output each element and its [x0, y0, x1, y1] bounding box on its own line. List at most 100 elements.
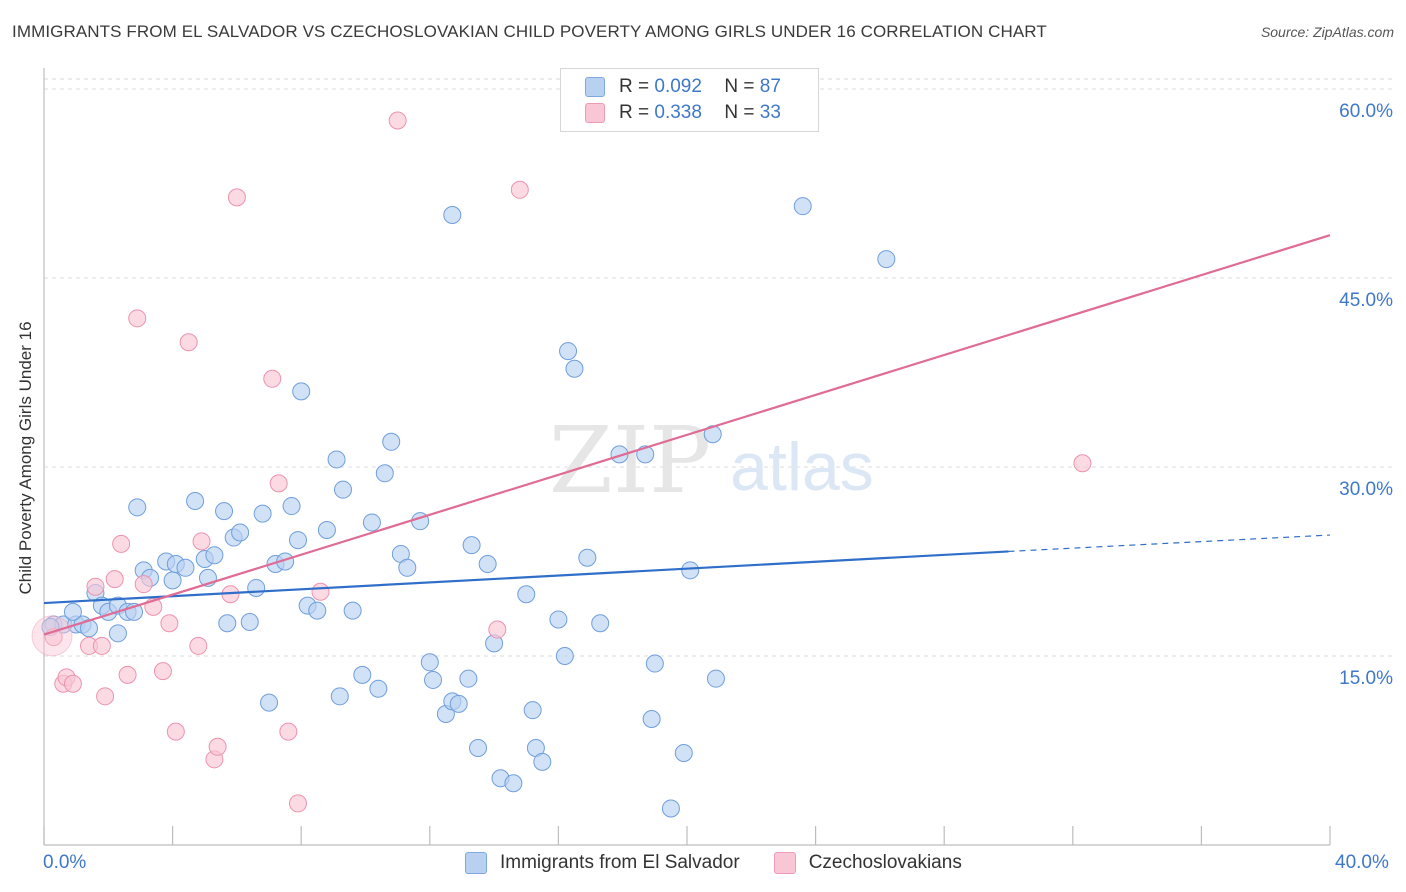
legend-swatch-el-salvador [585, 77, 605, 97]
legend-n-label: N = [724, 76, 755, 97]
point-el-salvador [523, 701, 542, 720]
point-el-salvador [215, 502, 234, 521]
trend-lines [43, 234, 1331, 636]
point-el-salvador [330, 687, 349, 706]
point-el-salvador [176, 558, 195, 577]
legend-r-value: 0.338 [654, 102, 702, 123]
point-el-salvador [578, 548, 597, 567]
point-el-salvador [549, 610, 568, 629]
source-credit: Source: ZipAtlas.com [1260, 24, 1394, 40]
legend-swatch-czechoslovakians [585, 103, 605, 123]
point-czechoslovakians [311, 582, 330, 601]
grid-lines [44, 78, 1394, 657]
point-czechoslovakians [1073, 454, 1092, 473]
legend-row-czechoslovakians: R = 0.338 N = 33 [585, 100, 781, 126]
point-czechoslovakians [288, 794, 307, 813]
point-el-salvador [462, 536, 481, 555]
point-czechoslovakians [227, 188, 246, 207]
point-czechoslovakians [179, 333, 198, 352]
series-swatch-czechoslovakians [773, 852, 796, 874]
point-czechoslovakians [192, 532, 211, 551]
point-el-salvador [420, 653, 439, 672]
point-czechoslovakians [118, 665, 137, 684]
point-el-salvador [317, 521, 336, 539]
point-czechoslovakians [86, 577, 105, 596]
point-el-salvador [231, 523, 250, 542]
point-el-salvador [282, 497, 301, 516]
point-el-salvador [555, 647, 574, 665]
watermark-zip: ZIP [549, 407, 711, 514]
point-el-salvador [128, 498, 147, 517]
point-el-salvador [343, 601, 362, 620]
point-el-salvador [369, 679, 388, 698]
series-legend-czechoslovakians: Czechoslovakians [773, 852, 962, 874]
trend-line-el-salvador-extension [1008, 534, 1331, 553]
point-el-salvador [504, 774, 523, 793]
legend-n-value: 33 [759, 102, 781, 123]
point-el-salvador [591, 614, 610, 633]
legend-row-el-salvador: R = 0.092 N = 87 [585, 74, 781, 100]
x-min-label: 0.0% [43, 852, 87, 873]
point-czechoslovakians [510, 180, 529, 199]
point-czechoslovakians [263, 369, 282, 388]
point-el-salvador [382, 432, 401, 451]
trend-line-el-salvador [43, 550, 1009, 605]
x-max-label: 40.0% [1335, 852, 1389, 873]
point-el-salvador [469, 738, 488, 757]
point-czechoslovakians [134, 575, 153, 594]
point-czechoslovakians [105, 570, 124, 589]
point-czechoslovakians [153, 662, 172, 681]
point-el-salvador [163, 571, 182, 590]
y-tick-label: 60.0% [1339, 101, 1393, 122]
point-el-salvador [424, 670, 443, 689]
point-el-salvador [478, 555, 497, 574]
series-name-czechoslovakians: Czechoslovakians [808, 852, 962, 873]
point-el-salvador [308, 601, 327, 620]
point-el-salvador [292, 382, 311, 401]
legend-r-value: 0.092 [654, 76, 702, 97]
point-czechoslovakians [112, 534, 131, 553]
correlation-legend: R = 0.092 N = 87 R = 0.338 N = 33 [560, 68, 819, 132]
point-el-salvador [661, 799, 680, 818]
chart-title: IMMIGRANTS FROM EL SALVADOR VS CZECHOSLO… [12, 22, 1047, 41]
point-el-salvador [877, 250, 896, 269]
point-el-salvador [247, 578, 266, 597]
point-el-salvador [559, 342, 578, 361]
point-el-salvador [288, 531, 307, 550]
point-czechoslovakians [92, 636, 111, 655]
legend-n-label: N = [724, 102, 755, 123]
series-name-el-salvador: Immigrants from El Salvador [500, 852, 740, 873]
point-el-salvador [333, 480, 352, 499]
point-el-salvador [63, 602, 82, 621]
point-czechoslovakians [96, 687, 115, 706]
point-czechoslovakians [63, 674, 82, 693]
point-el-salvador [645, 654, 664, 673]
series-swatch-el-salvador [465, 852, 487, 874]
y-tick-label: 30.0% [1339, 479, 1393, 500]
point-el-salvador [449, 694, 468, 713]
point-el-salvador [253, 504, 272, 523]
point-el-salvador [353, 665, 372, 684]
point-el-salvador [375, 464, 394, 483]
point-czechoslovakians [166, 722, 185, 741]
point-el-salvador [793, 197, 812, 216]
point-czechoslovakians [208, 737, 227, 756]
series-legend-el-salvador: Immigrants from El Salvador [465, 852, 740, 874]
point-czechoslovakians [189, 636, 208, 655]
point-cluster-czechoslovakians [31, 615, 73, 657]
y-tick-label: 45.0% [1339, 290, 1393, 311]
legend-r-label: R = [619, 76, 650, 97]
point-el-salvador [218, 614, 237, 633]
point-el-salvador [398, 558, 417, 577]
point-el-salvador [459, 669, 478, 688]
point-el-salvador [533, 752, 552, 771]
point-el-salvador [443, 206, 462, 224]
data-points [31, 111, 1092, 818]
point-czechoslovakians [488, 620, 507, 639]
point-el-salvador [186, 492, 205, 511]
point-czechoslovakians [279, 722, 298, 741]
point-el-salvador [642, 710, 661, 728]
legend-n-value: 87 [759, 76, 781, 97]
